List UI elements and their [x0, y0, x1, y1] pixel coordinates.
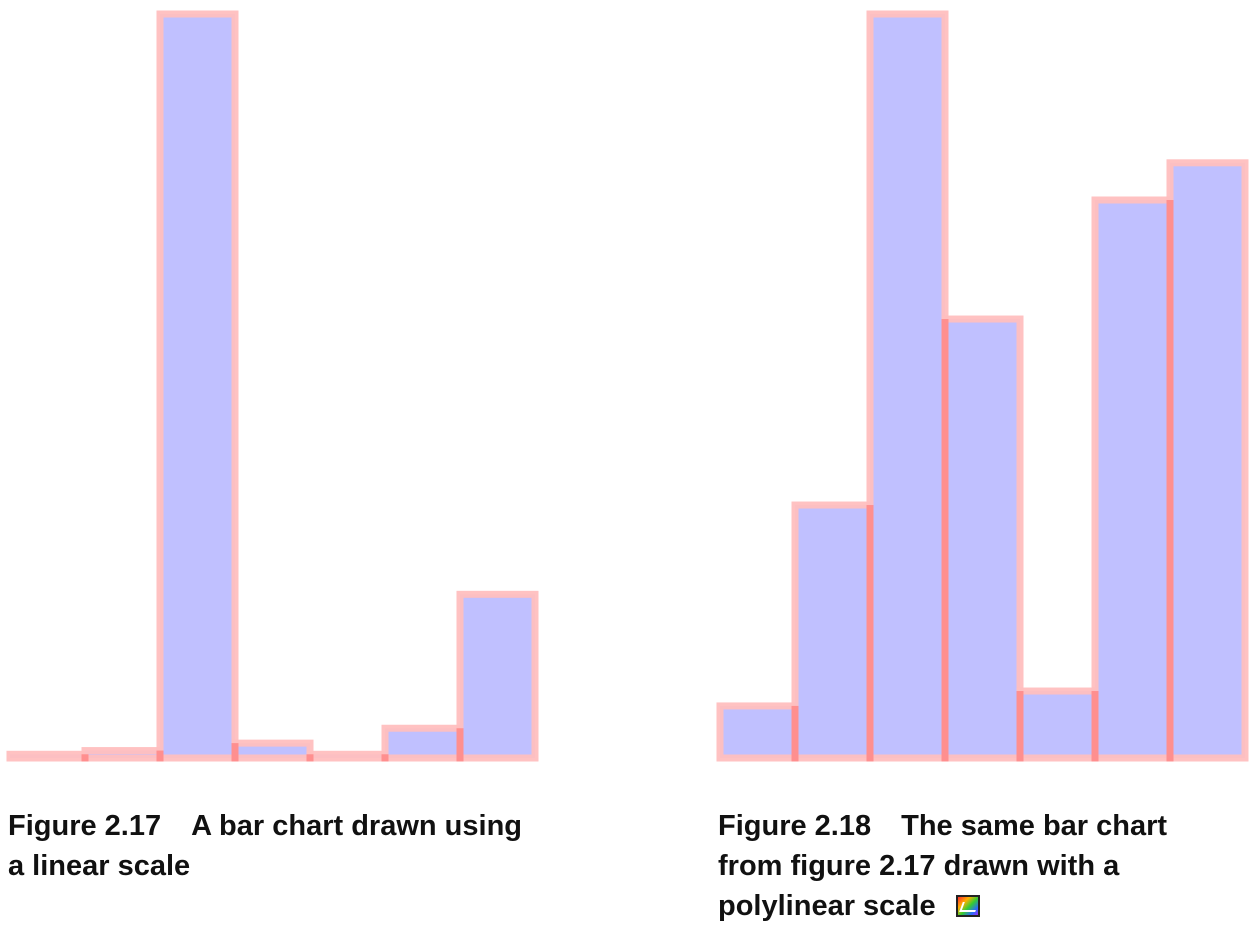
linear-bar-divider-3	[231, 743, 239, 762]
linear-bar-1	[6, 750, 89, 762]
caption-figure-2-17: Figure 2.17 A bar chart drawn using a lin…	[8, 806, 528, 886]
polylinear-bar-1	[716, 702, 799, 762]
polylinear-bar-divider-4	[1016, 691, 1024, 762]
polylinear-bar-chart-svg	[716, 10, 1249, 762]
linear-bar-3	[156, 10, 239, 762]
linear-bar-divider-5	[381, 754, 389, 762]
linear-bar-divider-1	[81, 754, 89, 762]
linear-bar-5	[306, 750, 389, 762]
polylinear-bar-3	[866, 10, 949, 762]
figure-caption-text: A bar chart drawn using a linear scale	[8, 810, 522, 882]
figure-number: Figure 2.18	[718, 810, 872, 842]
polylinear-bar-7	[1166, 159, 1249, 762]
polylinear-bar-5	[1016, 687, 1099, 762]
polylinear-bar-6	[1091, 196, 1174, 762]
polylinear-bar-divider-1	[791, 705, 799, 762]
caption-figure-2-18: Figure 2.18 The same bar chart from figur…	[718, 806, 1238, 926]
linear-bar-divider-6	[456, 728, 464, 762]
linear-bar-4	[231, 739, 314, 762]
linear-bar-2	[81, 747, 164, 762]
linear-bar-7	[456, 590, 539, 762]
linear-bar-divider-2	[156, 750, 164, 762]
polylinear-bar-divider-3	[941, 319, 949, 762]
linear-bar-chart-svg	[6, 10, 539, 762]
polylinear-bar-4	[941, 315, 1024, 762]
polylinear-bar-divider-5	[1091, 691, 1099, 762]
figure-number: Figure 2.17	[8, 810, 162, 842]
color-chart-icon	[955, 895, 980, 917]
linear-bar-chart	[0, 0, 545, 790]
figure-caption-text: The same bar chart from figure 2.17 draw…	[718, 810, 1168, 922]
polylinear-bar-chart	[708, 0, 1250, 790]
linear-bar-6	[381, 724, 464, 762]
polylinear-bar-divider-6	[1166, 200, 1174, 762]
polylinear-bar-divider-2	[866, 505, 874, 762]
linear-bar-divider-4	[306, 754, 314, 762]
polylinear-bar-2	[791, 501, 874, 762]
